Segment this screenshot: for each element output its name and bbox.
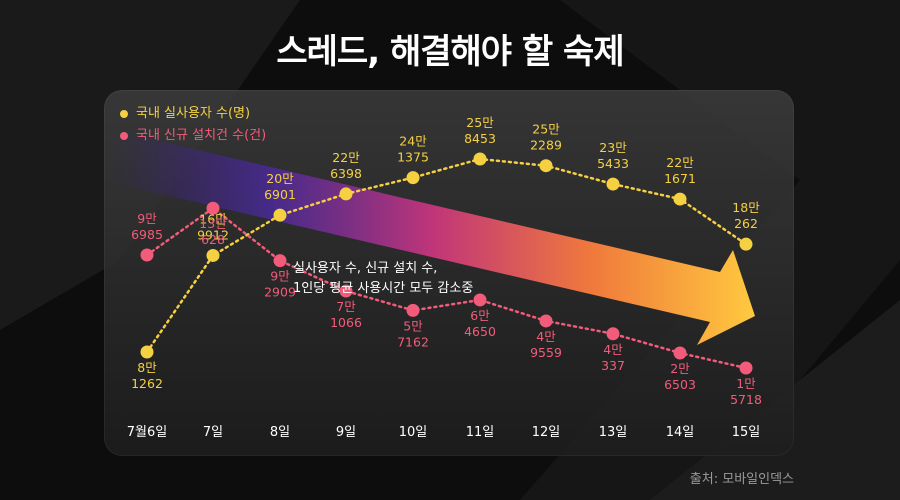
point-installs-0	[140, 248, 154, 262]
source-credit: 출처: 모바일인덱스	[689, 472, 794, 487]
point-users-0	[140, 345, 154, 359]
data-label-users-7-bottom: 5433	[597, 156, 629, 171]
data-label-users-9-top: 18만	[732, 200, 760, 215]
data-label-users-6-top: 25만	[532, 122, 560, 137]
point-installs-2	[273, 254, 287, 268]
annotation-line-2: 1인당 평균 사용시간 모두 감소중	[293, 281, 473, 296]
legend-item-users: 국내 실사용자 수(명)	[120, 103, 266, 125]
legend: 국내 실사용자 수(명) 국내 신규 설치건 수(건)	[120, 103, 266, 147]
data-label-users-0-bottom: 1262	[131, 376, 163, 391]
data-label-installs-6-top: 4만	[536, 329, 556, 344]
legend-dot-users	[120, 110, 128, 118]
point-installs-7	[606, 327, 620, 341]
data-label-installs-4-bottom: 7162	[397, 334, 429, 349]
point-users-6	[539, 159, 553, 173]
x-tick-label-8: 14일	[666, 425, 695, 440]
point-users-7	[606, 177, 620, 191]
point-installs-8	[673, 346, 687, 360]
data-label-users-2-top: 20만	[266, 171, 294, 186]
data-label-installs-0-top: 9만	[137, 211, 157, 226]
point-users-8	[673, 192, 687, 206]
x-tick-label-2: 8일	[270, 425, 290, 440]
point-installs-9	[739, 361, 753, 375]
point-installs-4	[406, 303, 420, 317]
data-label-installs-3-top: 7만	[336, 299, 356, 314]
trend-arrow	[110, 130, 755, 345]
data-label-installs-2-bottom: 2909	[264, 285, 296, 300]
data-label-users-8-bottom: 1671	[664, 171, 696, 186]
x-tick-label-1: 7일	[203, 425, 223, 440]
series-line-installs	[145, 206, 748, 370]
x-tick-label-5: 11일	[466, 425, 495, 440]
point-installs-1	[206, 201, 220, 215]
point-installs-5	[473, 293, 487, 307]
data-label-installs-8-top: 2만	[670, 361, 690, 376]
data-label-users-7-top: 23만	[599, 140, 627, 155]
data-label-installs-5-top: 6만	[470, 308, 490, 323]
point-users-2	[273, 208, 287, 222]
data-label-users-6-bottom: 2289	[530, 138, 562, 153]
point-users-9	[739, 237, 753, 251]
x-tick-label-3: 9일	[336, 425, 356, 440]
x-tick-label-6: 12일	[532, 425, 561, 440]
x-tick-label-7: 13일	[599, 425, 628, 440]
annotation-line-1: 실사용자 수, 신규 설치 수,	[293, 261, 437, 276]
point-users-1	[206, 248, 220, 262]
series-line-users	[145, 157, 748, 354]
data-label-installs-9-top: 1만	[736, 376, 756, 391]
legend-label-installs: 국내 신규 설치건 수(건)	[136, 128, 267, 143]
data-label-installs-1-bottom: 628	[201, 232, 225, 247]
data-label-installs-8-bottom: 6503	[664, 377, 696, 392]
data-label-installs-3-bottom: 1066	[330, 315, 362, 330]
point-users-4	[406, 171, 420, 185]
point-installs-6	[539, 314, 553, 328]
legend-label-users: 국내 실사용자 수(명)	[136, 106, 251, 121]
data-label-users-4-top: 24만	[399, 134, 427, 149]
data-label-users-3-bottom: 6398	[330, 166, 362, 181]
data-label-installs-6-bottom: 9559	[530, 345, 562, 360]
legend-dot-installs	[120, 132, 128, 140]
data-label-users-5-bottom: 8453	[464, 131, 496, 146]
data-label-installs-7-top: 4만	[603, 342, 623, 357]
x-tick-label-0: 7월6일	[127, 425, 167, 440]
point-installs-3	[339, 284, 353, 298]
data-label-installs-7-bottom: 337	[601, 358, 625, 373]
page-title: 스레드, 해결해야 할 숙제	[276, 32, 624, 72]
data-label-installs-9-bottom: 5718	[730, 392, 762, 407]
data-label-users-1-bottom: 9912	[197, 227, 229, 242]
data-label-installs-5-bottom: 4650	[464, 324, 496, 339]
x-tick-label-9: 15일	[732, 425, 761, 440]
data-label-users-3-top: 22만	[332, 150, 360, 165]
data-label-users-2-bottom: 6901	[264, 187, 296, 202]
data-label-installs-2-top: 9만	[270, 269, 290, 284]
x-tick-label-4: 10일	[399, 425, 428, 440]
data-label-users-8-top: 22만	[666, 155, 694, 170]
data-label-installs-1-top: 13만	[199, 216, 227, 231]
data-label-users-9-bottom: 262	[734, 216, 758, 231]
data-label-users-4-bottom: 1375	[397, 150, 429, 165]
data-label-installs-0-bottom: 6985	[131, 227, 163, 242]
data-label-users-0-top: 8만	[137, 360, 157, 375]
legend-item-installs: 국내 신규 설치건 수(건)	[120, 125, 266, 147]
point-users-3	[339, 187, 353, 201]
data-label-users-5-top: 25만	[466, 115, 494, 130]
data-label-installs-4-top: 5만	[403, 318, 423, 333]
data-label-users-1-top: 16만	[199, 211, 227, 226]
point-users-5	[473, 152, 487, 166]
